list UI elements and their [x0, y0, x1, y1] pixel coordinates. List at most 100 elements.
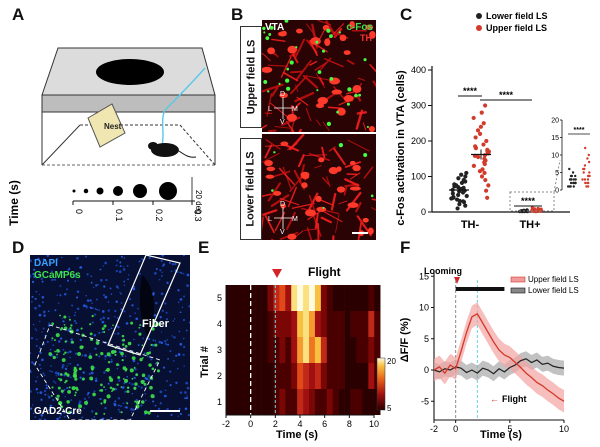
dapi-nucleus: [110, 293, 113, 295]
dapi-nucleus: [94, 379, 98, 383]
heatmap-cell: [374, 311, 381, 337]
dapi-nucleus: [66, 365, 68, 367]
dapi-nucleus: [140, 386, 143, 389]
dapi-nucleus: [35, 290, 38, 293]
inset-point: [581, 178, 584, 181]
dapi-nucleus: [63, 388, 66, 391]
dapi-nucleus: [76, 328, 79, 332]
dapi-nucleus: [34, 328, 36, 330]
dapi-nucleus: [42, 301, 44, 304]
dapi-nucleus: [98, 355, 101, 358]
cfos-cell: [289, 60, 294, 65]
dapi-nucleus: [36, 376, 39, 378]
dapi-nucleus: [171, 262, 175, 266]
dapi-nucleus: [70, 410, 73, 412]
dapi-nucleus: [95, 284, 98, 287]
dapi-nucleus: [148, 379, 151, 382]
dapi-nucleus: [43, 310, 46, 314]
gcamp-cell: [114, 353, 117, 356]
cfos-cell: [366, 125, 369, 129]
heatmap-cell: [314, 311, 322, 337]
dapi-nucleus: [152, 339, 155, 342]
cfos-cell: [336, 110, 339, 114]
th-fiber: [369, 64, 376, 73]
dapi-nucleus: [104, 354, 107, 358]
orientation-compass-lower: D V L M: [268, 201, 298, 234]
gcamp-cell: [78, 404, 83, 409]
cfos-cell: [268, 33, 272, 36]
th-fiber: [316, 44, 328, 53]
dapi-nucleus: [188, 321, 190, 324]
dapi-nucleus: [62, 320, 65, 323]
gcamp-cell: [142, 357, 144, 359]
th-fiber: [357, 77, 366, 81]
dapi-nucleus: [100, 278, 103, 282]
th-fiber: [294, 38, 306, 58]
th-cell: [287, 45, 298, 54]
gcamp-cell: [124, 378, 129, 383]
heatmap-cell: [314, 363, 322, 389]
dapi-nucleus: [90, 281, 93, 284]
gcamp-cell: [90, 367, 94, 371]
heatmap-cell: [243, 363, 251, 389]
gcamp-cell: [138, 332, 142, 336]
stimulus-dot: [133, 184, 147, 198]
gcamp-cell: [95, 353, 98, 356]
dapi-nucleus: [124, 390, 127, 393]
data-point-thminus: [479, 110, 484, 115]
dapi-nucleus: [171, 335, 173, 337]
cfos-cell: [363, 153, 368, 158]
dapi-nucleus: [160, 331, 163, 333]
data-point-thminus: [475, 128, 481, 133]
dapi-nucleus: [165, 311, 168, 314]
heatmap-cell: [255, 389, 262, 415]
data-point-thminus: [451, 195, 456, 200]
th-fiber: [316, 119, 321, 126]
th-cell: [343, 95, 354, 102]
dapi-nucleus: [98, 309, 100, 311]
data-point-thminus: [459, 172, 464, 177]
heatmap-cell: [291, 363, 298, 389]
svg-text:L: L: [268, 106, 272, 113]
gcamp-cell: [54, 350, 56, 353]
th-fiber: [262, 124, 268, 130]
dapi-nucleus: [131, 392, 134, 395]
cfos-cell: [329, 77, 334, 81]
dapi-nucleus: [126, 264, 129, 267]
dapi-nucleus: [186, 395, 188, 397]
data-point-thminus: [481, 142, 486, 147]
dapi-nucleus: [149, 348, 152, 350]
th-cell: [362, 217, 369, 223]
dapi-nucleus: [137, 385, 140, 388]
th-fiber: [322, 177, 330, 185]
gcamp-cell: [69, 327, 72, 330]
gcamp-cell: [68, 410, 72, 414]
heatmap-cell: [255, 337, 262, 363]
dapi-nucleus: [169, 349, 172, 353]
dapi-nucleus: [121, 355, 124, 358]
dapi-nucleus: [144, 413, 146, 416]
panel-e-xtick-label: 8: [347, 419, 352, 429]
dapi-nucleus: [62, 348, 65, 351]
th-fiber: [309, 60, 318, 66]
th-fiber: [289, 175, 303, 193]
heatmap-cell: [326, 363, 334, 389]
gcamp-cell: [111, 390, 113, 393]
th-fiber: [282, 166, 292, 190]
heatmap-cell: [314, 285, 322, 311]
heatmap-cell: [332, 363, 339, 389]
gcamp-cell: [55, 333, 60, 338]
cfos-cell: [322, 206, 325, 209]
gcamp-cell: [80, 327, 83, 330]
dapi-nucleus: [186, 273, 190, 277]
dapi-nucleus: [40, 367, 42, 370]
fiber-outline: [34, 255, 181, 420]
dapi-nucleus: [88, 396, 90, 399]
heatmap-cell: [231, 311, 239, 337]
heatmap-cell: [344, 337, 351, 363]
dapi-nucleus: [67, 363, 70, 365]
dapi-nucleus: [79, 338, 82, 342]
heatmap-cell: [309, 285, 316, 311]
th-fiber: [347, 139, 370, 152]
dapi-nucleus: [159, 390, 163, 394]
